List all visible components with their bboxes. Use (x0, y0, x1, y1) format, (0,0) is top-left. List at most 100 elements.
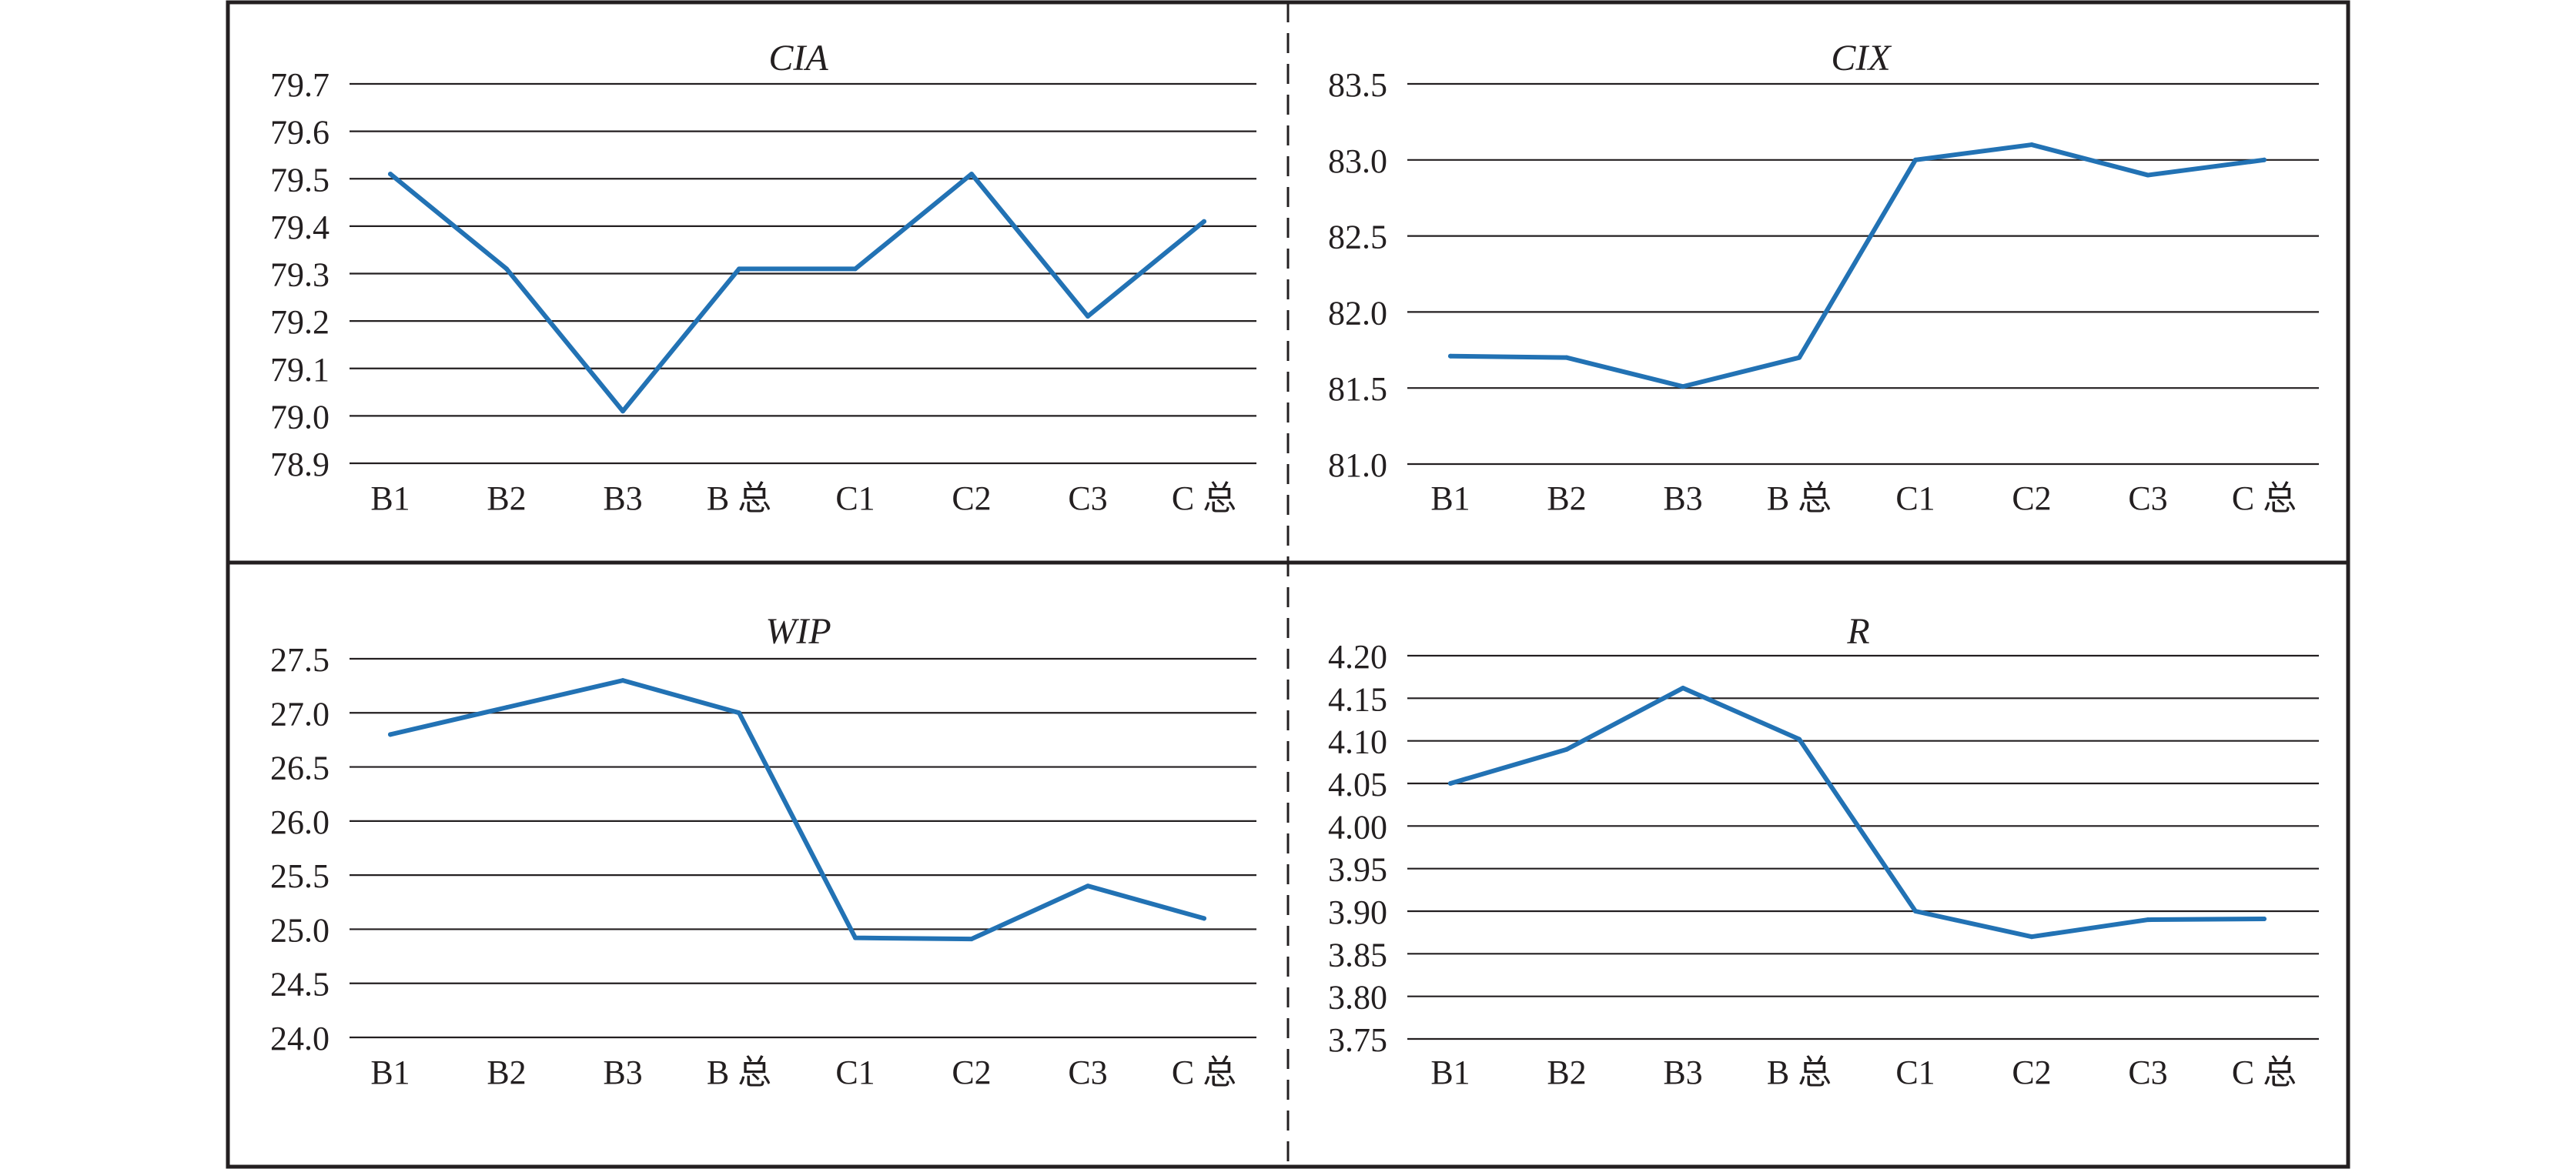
x-category-label: B3 (603, 479, 642, 517)
data-point (504, 705, 509, 710)
x-category-label: C 总 (1172, 479, 1236, 517)
x-category-label: B2 (487, 479, 526, 517)
data-point (1564, 355, 1569, 360)
y-tick-label: 27.5 (270, 641, 330, 679)
x-category-label: C2 (952, 1054, 991, 1091)
y-tick-label: 4.10 (1328, 723, 1387, 761)
y-tick-label: 27.0 (270, 695, 330, 733)
x-category-label: C 总 (1172, 1054, 1236, 1091)
chart-title: WIP (765, 611, 831, 652)
x-category-label: C1 (1895, 479, 1935, 517)
y-tick-label: 4.05 (1328, 766, 1387, 803)
y-tick-label: 79.0 (270, 398, 330, 436)
y-tick-label: 25.0 (270, 911, 330, 949)
data-point (1681, 384, 1685, 389)
y-tick-label: 83.0 (1328, 142, 1387, 180)
series-line (388, 172, 1206, 414)
y-tick-label: 79.5 (270, 161, 330, 199)
data-point (1086, 883, 1090, 889)
data-point (1913, 157, 1918, 162)
data-point (1913, 909, 1918, 913)
x-category-label: C2 (952, 479, 991, 517)
data-point (853, 935, 858, 940)
y-tick-label: 79.3 (270, 256, 330, 294)
y-tick-label: 4.15 (1328, 680, 1387, 718)
data-point (2262, 157, 2267, 162)
y-tick-label: 79.7 (270, 66, 330, 104)
data-point (737, 710, 741, 716)
x-category-label: B 总 (1767, 479, 1832, 517)
x-category-label: C 总 (2232, 1054, 2297, 1091)
series-line (1448, 142, 2267, 389)
data-point (2029, 934, 2034, 940)
y-tick-label: 24.0 (270, 1020, 330, 1057)
data-point (969, 937, 974, 942)
y-tick-label: 3.85 (1328, 936, 1387, 974)
chart-title: CIX (1831, 38, 1892, 78)
data-point (621, 678, 625, 683)
x-category-label: B2 (1547, 479, 1586, 517)
series-line (388, 678, 1206, 942)
y-tick-label: 79.4 (270, 209, 330, 246)
x-category-label: B 总 (707, 479, 771, 517)
chart-title: CIA (768, 38, 828, 78)
x-category-label: C3 (2128, 1054, 2167, 1091)
data-point (2146, 172, 2150, 178)
y-tick-label: 24.5 (270, 966, 330, 1004)
x-category-label: B2 (487, 1054, 526, 1091)
x-category-label: C3 (1068, 479, 1107, 517)
y-tick-label: 78.9 (270, 446, 330, 483)
data-point (1797, 355, 1802, 360)
data-point (1086, 313, 1090, 319)
x-category-label: B1 (1430, 1054, 1470, 1091)
y-tick-label: 79.1 (270, 351, 330, 389)
data-point (737, 266, 741, 272)
x-category-label: C3 (2128, 479, 2167, 517)
data-point (853, 266, 858, 272)
data-point (1448, 353, 1453, 359)
y-tick-label: 82.0 (1328, 294, 1387, 332)
y-tick-label: 4.20 (1328, 638, 1387, 676)
data-point (388, 172, 393, 177)
x-category-label: B 总 (707, 1054, 771, 1091)
data-point (1448, 781, 1453, 786)
data-point (1797, 736, 1802, 742)
x-category-label: B1 (370, 479, 410, 517)
y-tick-label: 81.0 (1328, 446, 1387, 484)
x-category-label: B3 (1663, 1054, 1702, 1091)
y-tick-label: 3.90 (1328, 893, 1387, 931)
data-point (1202, 219, 1206, 224)
y-tick-label: 81.5 (1328, 370, 1387, 408)
y-tick-label: 26.5 (270, 750, 330, 787)
x-category-label: C1 (835, 479, 875, 517)
x-category-label: C2 (2012, 1054, 2051, 1091)
x-category-label: B1 (370, 1054, 410, 1091)
data-point (1681, 686, 1685, 691)
data-point (2029, 142, 2034, 148)
x-category-label: C1 (1895, 1054, 1935, 1091)
x-category-label: C2 (2012, 479, 2051, 517)
chart-panel-cix: CIX 81.0 81.5 82.0 82.5 83.0 83.5 B1 B2 B3 B 总 C1 C2… (1328, 38, 2319, 517)
x-category-label: B1 (1430, 479, 1470, 517)
data-point (504, 266, 509, 272)
x-category-label: B 总 (1767, 1054, 1832, 1091)
chart-title: R (1846, 611, 1869, 652)
data-point (1202, 916, 1206, 921)
x-category-label: B3 (603, 1054, 642, 1091)
x-category-label: C 总 (2232, 479, 2297, 517)
x-category-label: B3 (1663, 479, 1702, 517)
data-point (388, 732, 393, 737)
y-tick-label: 82.5 (1328, 219, 1387, 256)
data-point (969, 172, 974, 177)
data-point (1564, 746, 1569, 752)
x-category-label: B2 (1547, 1054, 1586, 1091)
y-tick-label: 3.75 (1328, 1021, 1387, 1059)
y-tick-label: 4.00 (1328, 808, 1387, 846)
y-tick-label: 25.5 (270, 857, 330, 895)
chart-panel-wip: WIP 24.0 24.5 25.0 25.5 26.0 26.5 27.0 27.5 B1 B2 B… (270, 611, 1256, 1091)
y-tick-label: 79.2 (270, 303, 330, 341)
y-tick-label: 79.6 (270, 114, 330, 152)
data-point (2146, 917, 2150, 923)
data-point (2262, 916, 2267, 921)
